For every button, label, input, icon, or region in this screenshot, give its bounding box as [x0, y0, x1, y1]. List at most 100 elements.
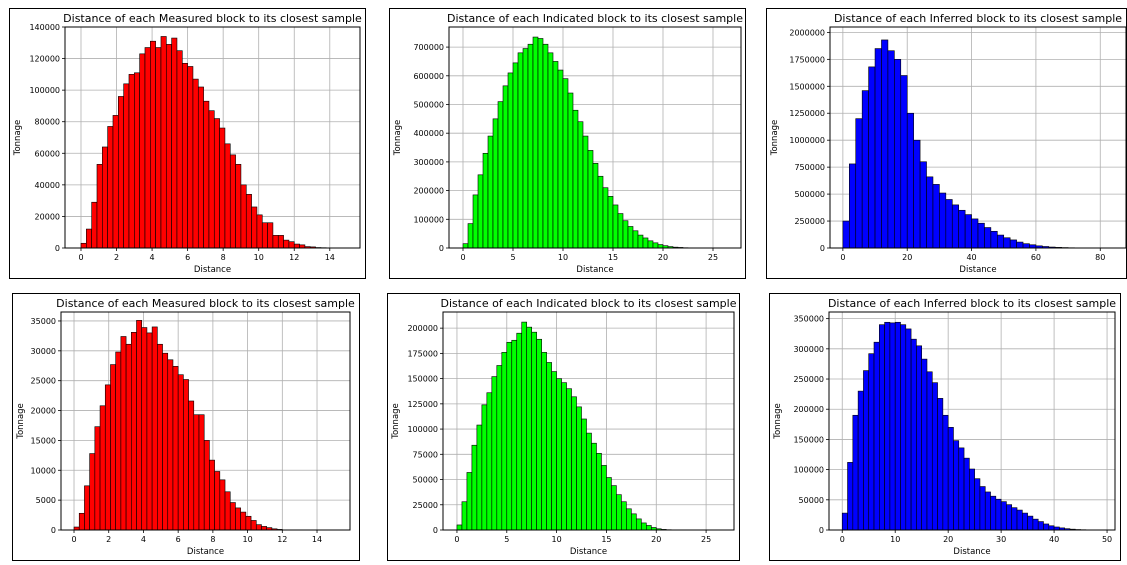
y-tick-label: 200000 [407, 324, 438, 333]
histogram-bar [939, 192, 947, 249]
chart-panel-measured-top: 0 2 4 6 8 10 12 14 0 20000 40000 60000 80000 100000 12… [9, 8, 366, 279]
histogram-bar [984, 491, 991, 531]
x-tick-label: 8 [221, 253, 226, 262]
histogram-bar [261, 222, 268, 249]
histogram-bar [1009, 239, 1017, 249]
histogram-bar [84, 485, 90, 531]
x-tick-label: 80 [1095, 253, 1105, 262]
y-tick-label: 1000000 [789, 136, 825, 145]
y-tick-label: 60000 [35, 149, 60, 158]
histogram-bar [916, 345, 922, 531]
y-tick-label: 50000 [799, 496, 824, 505]
x-tick-label: 4 [150, 253, 155, 262]
x-tick-label: 6 [185, 253, 190, 262]
histogram-bar [167, 359, 174, 531]
y-tick-label: 250000 [793, 375, 824, 384]
chart-title: Distance of each Measured block to its c… [56, 297, 355, 310]
histogram-bar [562, 78, 569, 249]
chart-panel-inferred-top: 0 20 40 60 80 0 250000 500000 750000 1000000 12500… [766, 8, 1127, 279]
x-tick-label: 20 [943, 535, 953, 544]
x-tick-label: 25 [701, 535, 711, 544]
histogram-bar [512, 62, 519, 249]
histogram-bar [1022, 512, 1028, 531]
x-tick-label: 15 [608, 253, 618, 262]
histogram-bar [171, 37, 178, 249]
histogram-bar [229, 154, 236, 249]
chart-title: Distance of each Inferred block to its c… [828, 297, 1116, 310]
histogram-bar [240, 184, 247, 249]
histogram-bar [96, 164, 103, 249]
bars [842, 39, 1101, 249]
histogram-bar [197, 86, 204, 249]
histogram-bar [995, 498, 1002, 531]
histogram-bar [245, 515, 252, 531]
histogram-bar [894, 321, 901, 531]
bars [462, 36, 704, 249]
x-axis-label: Distance [570, 547, 607, 557]
histogram-bar [155, 47, 162, 249]
y-tick-label: 50000 [413, 476, 438, 485]
histogram-bar [937, 398, 944, 531]
histogram-bar [913, 139, 921, 249]
y-tick-label: 20000 [35, 212, 60, 221]
plot-frame [60, 311, 351, 531]
histogram-bar [868, 353, 875, 531]
y-tick-label: 80000 [35, 118, 60, 127]
histogram-bar [576, 406, 582, 531]
histogram-bar [277, 235, 284, 249]
histogram-bar [501, 352, 508, 531]
chart-svg: 0 2 4 6 8 10 12 14 0 5000 10000 15000 20000 25000 3000… [16, 297, 355, 557]
histogram-bar [577, 121, 584, 249]
histogram-bar [536, 338, 542, 531]
y-tick-label: 0 [51, 526, 56, 535]
histogram-bar [541, 352, 547, 531]
histogram-bar [251, 206, 258, 249]
x-tick-label: 60 [1031, 253, 1041, 262]
histogram-bar [591, 442, 597, 531]
bars [73, 320, 283, 531]
histogram-bar [953, 440, 960, 531]
x-tick-label: 10 [890, 535, 900, 544]
histogram-bar [607, 196, 614, 249]
bars [841, 321, 1097, 531]
y-tick-label: 600000 [413, 72, 444, 81]
histogram-bar [115, 351, 122, 531]
y-tick-label: 700000 [413, 43, 444, 52]
histogram-bar [506, 341, 513, 531]
histogram-bar [1000, 501, 1007, 531]
histogram-bar [567, 92, 574, 249]
x-tick-label: 30 [996, 535, 1006, 544]
histogram-bar [566, 388, 572, 531]
histogram-bar [219, 127, 226, 249]
y-tick-label: 35000 [31, 317, 56, 326]
histogram-bar [887, 50, 895, 249]
x-tick-label: 10 [558, 253, 568, 262]
histogram-bar [482, 152, 489, 249]
chart-title: Distance of each Indicated block to its … [447, 12, 743, 25]
histogram-bar [1006, 504, 1013, 531]
y-tick-label: 175000 [407, 349, 438, 358]
histogram-bar [627, 226, 634, 249]
x-tick-label: 10 [254, 253, 264, 262]
histogram-bar [203, 440, 210, 531]
histogram-bar [181, 63, 188, 249]
histogram-bar [969, 468, 975, 531]
histogram-bar [522, 48, 529, 249]
chart-svg: 0 5 10 15 20 25 0 25000 50000 75000 100000 125000 15… [391, 297, 737, 557]
histogram-bar [1032, 518, 1039, 531]
y-axis-label: Tonnage [13, 120, 23, 157]
histogram-bar [219, 479, 226, 531]
x-tick-label: 10 [552, 535, 562, 544]
histogram-bar [532, 36, 539, 249]
histogram-bar [611, 485, 617, 531]
histogram-bar [245, 194, 252, 249]
histogram-bar [165, 44, 172, 249]
chart-title: Distance of each Inferred block to its c… [834, 12, 1122, 25]
x-tick-label: 40 [1049, 535, 1059, 544]
histogram-bar [112, 115, 119, 249]
y-tick-label: 100000 [29, 86, 60, 95]
histogram-bar [905, 328, 912, 531]
y-axis-label: Tonnage [770, 120, 780, 157]
histogram-bar [471, 444, 478, 531]
histogram-bar [597, 175, 604, 249]
